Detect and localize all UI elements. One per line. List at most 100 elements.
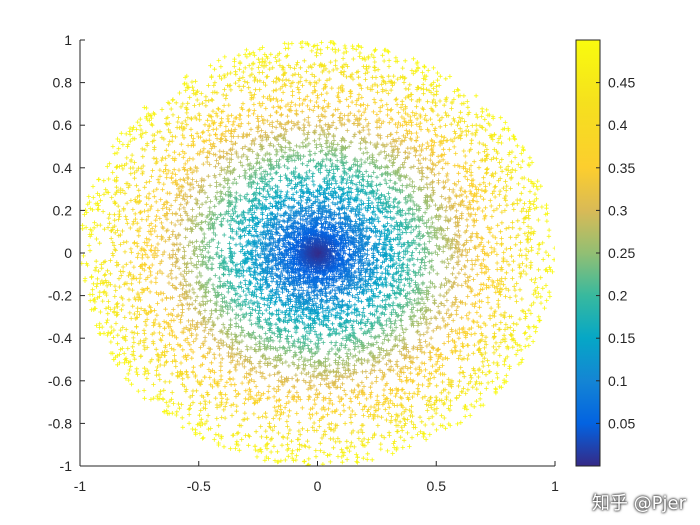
data-point <box>253 429 259 434</box>
data-point <box>426 234 432 239</box>
data-point <box>501 185 506 191</box>
data-point <box>459 129 465 134</box>
data-point <box>213 164 218 169</box>
data-point <box>150 168 155 173</box>
data-point <box>226 102 231 108</box>
data-point <box>400 428 405 433</box>
data-point <box>342 122 347 127</box>
data-point <box>183 88 188 93</box>
data-point <box>340 56 346 61</box>
data-point <box>350 43 355 49</box>
data-point <box>331 138 337 143</box>
data-point <box>296 357 302 362</box>
data-point <box>437 292 443 298</box>
data-point <box>337 311 343 316</box>
data-point <box>242 144 248 149</box>
data-point <box>283 359 289 365</box>
data-point <box>324 145 330 150</box>
data-point <box>344 445 350 450</box>
data-point <box>327 76 332 82</box>
data-point <box>101 192 107 197</box>
data-point <box>389 107 394 112</box>
data-point <box>494 241 500 246</box>
data-point <box>298 75 304 80</box>
data-point <box>473 132 478 138</box>
data-point <box>331 428 337 434</box>
data-point <box>427 341 432 347</box>
data-point <box>277 345 283 350</box>
data-point <box>438 74 443 79</box>
data-point <box>431 143 436 149</box>
data-point <box>94 284 99 289</box>
data-point <box>318 441 323 446</box>
data-point <box>325 127 330 132</box>
data-point <box>474 112 479 117</box>
data-point <box>248 257 254 262</box>
data-point <box>141 163 146 169</box>
data-point <box>344 375 350 380</box>
data-point <box>314 411 319 416</box>
data-point <box>409 404 414 409</box>
data-point <box>149 115 154 121</box>
data-point <box>359 183 364 188</box>
data-point <box>242 79 247 84</box>
data-point <box>388 264 393 270</box>
data-point <box>400 183 405 188</box>
data-point <box>425 99 430 104</box>
data-point <box>468 163 474 168</box>
data-point <box>518 165 524 170</box>
data-point <box>247 107 252 113</box>
data-point <box>388 108 393 113</box>
data-point <box>170 255 175 260</box>
data-point <box>326 69 332 75</box>
data-point <box>255 181 260 186</box>
data-point <box>311 383 317 389</box>
data-point <box>494 206 500 212</box>
data-point <box>535 186 540 192</box>
data-point <box>511 321 516 326</box>
data-point <box>439 153 444 159</box>
data-point <box>326 172 331 178</box>
data-point <box>378 446 383 452</box>
data-point <box>499 236 504 241</box>
data-point <box>310 354 315 359</box>
data-point <box>498 292 503 297</box>
data-point <box>207 399 212 405</box>
data-point <box>481 244 486 249</box>
data-point <box>514 322 519 327</box>
data-point <box>227 369 233 374</box>
data-point <box>344 206 350 212</box>
data-point <box>133 211 138 217</box>
data-point <box>365 319 370 324</box>
data-point <box>144 194 149 200</box>
data-point <box>386 367 392 373</box>
data-point <box>269 130 275 135</box>
data-point <box>333 291 338 296</box>
data-point <box>441 341 447 346</box>
data-point <box>129 352 135 357</box>
data-point <box>513 293 518 299</box>
data-point <box>271 416 276 421</box>
data-point <box>184 372 190 377</box>
data-point <box>229 152 234 157</box>
data-point <box>385 112 390 118</box>
data-point <box>427 432 432 437</box>
data-point <box>156 321 162 327</box>
data-point <box>361 413 366 418</box>
data-point <box>155 241 161 247</box>
data-point <box>384 279 389 285</box>
data-point <box>473 381 478 387</box>
data-point <box>281 227 286 232</box>
data-point <box>415 432 420 437</box>
data-point <box>320 281 325 286</box>
data-point <box>286 413 291 419</box>
data-point <box>366 277 371 283</box>
data-point <box>469 234 474 239</box>
data-point <box>329 312 334 318</box>
data-point <box>168 203 174 208</box>
data-point <box>489 245 494 250</box>
data-point <box>336 370 341 375</box>
data-point <box>125 144 130 149</box>
data-point <box>243 65 248 71</box>
data-point <box>297 96 302 101</box>
